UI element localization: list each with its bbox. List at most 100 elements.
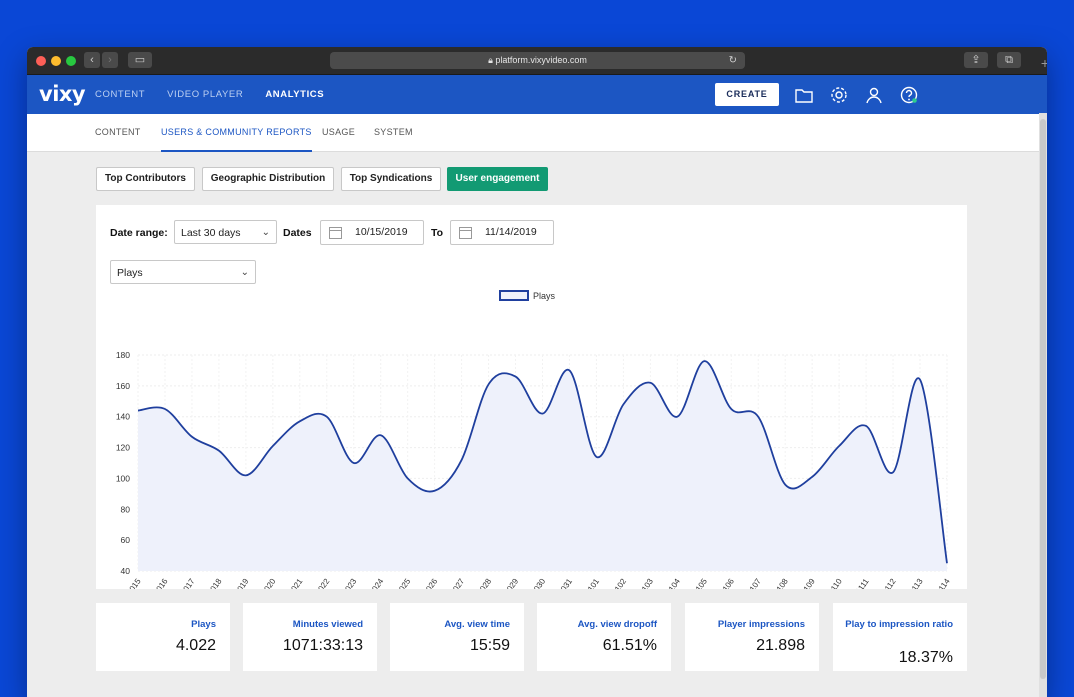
y-tick-label: 120 [116, 443, 130, 453]
sub-nav: CONTENT USERS & COMMUNITY REPORTS USAGE … [27, 114, 1047, 152]
x-tick-label: 20191114 [925, 577, 952, 589]
x-tick-label: 20191109 [789, 577, 817, 589]
vixy-logo[interactable]: vixy [39, 82, 86, 106]
y-tick-label: 80 [121, 504, 131, 514]
url-text: platform.vixyvideo.com [495, 55, 587, 65]
gear-icon[interactable] [829, 85, 849, 105]
forward-button[interactable]: › [102, 52, 118, 68]
x-tick-label: 20191104 [655, 577, 683, 589]
folder-icon[interactable] [794, 85, 814, 105]
stat-card-avg-view-time: Avg. view time 15:59 [390, 603, 524, 671]
x-tick-label: 20191016 [142, 577, 170, 589]
x-tick-label: 20191026 [411, 577, 439, 589]
nav-video-player[interactable]: VIDEO PLAYER [167, 89, 244, 100]
date-range-value: Last 30 days [181, 227, 241, 239]
legend-label: Plays [533, 291, 556, 301]
stat-label: Avg. view dropoff [577, 619, 657, 630]
maximize-window-button[interactable] [66, 56, 76, 66]
scrollbar-thumb[interactable] [1040, 119, 1046, 679]
chart-card: Date range: Last 30 days ⌄ Dates 10/15/2… [96, 205, 967, 589]
nav-content[interactable]: CONTENT [95, 89, 146, 100]
from-date-field[interactable]: 10/15/2019 [320, 220, 424, 245]
calendar-icon [329, 227, 342, 239]
y-tick-label: 180 [116, 350, 130, 360]
x-tick-label: 20191111 [844, 577, 871, 589]
x-tick-label: 20191110 [817, 577, 844, 589]
subnav-users-community-reports[interactable]: USERS & COMMUNITY REPORTS [161, 114, 312, 152]
y-tick-label: 60 [121, 535, 131, 545]
y-tick-label: 100 [116, 473, 130, 483]
x-tick-label: 20191019 [223, 577, 251, 589]
x-tick-label: 20191107 [735, 577, 763, 589]
x-tick-label: 20191106 [708, 577, 736, 589]
x-tick-label: 20191103 [628, 577, 656, 589]
browser-window: ‹ › ▭ 🔒︎ platform.vixyvideo.com ↻ ⇪ ⧉ + … [27, 47, 1047, 697]
tab-top-contributors[interactable]: Top Contributors [96, 167, 195, 191]
help-icon[interactable] [899, 85, 919, 105]
chevron-down-icon: ⌄ [261, 227, 270, 238]
x-tick-label: 20191101 [574, 577, 602, 589]
reload-icon[interactable]: ↻ [728, 55, 737, 66]
stat-value: 4.022 [175, 637, 216, 654]
to-date-field[interactable]: 11/14/2019 [450, 220, 554, 245]
tab-geographic-distribution[interactable]: Geographic Distribution [202, 167, 334, 191]
x-tick-label: 20191112 [871, 577, 898, 589]
tabs-icon[interactable]: ⧉ [997, 52, 1021, 68]
subnav-system[interactable]: SYSTEM [374, 127, 413, 137]
y-tick-label: 160 [116, 381, 130, 391]
from-date-value: 10/15/2019 [355, 226, 408, 238]
date-range-select[interactable]: Last 30 days ⌄ [174, 220, 277, 244]
x-tick-label: 20191113 [898, 577, 925, 589]
calendar-icon [459, 227, 472, 239]
x-tick-label: 20191021 [277, 577, 305, 589]
x-tick-label: 20191030 [519, 577, 547, 589]
stat-label: Minutes viewed [292, 619, 363, 630]
stat-value: 61.51% [602, 637, 657, 654]
x-tick-label: 20191028 [465, 577, 493, 589]
stat-label: Play to impression ratio [845, 619, 953, 630]
back-button[interactable]: ‹ [84, 52, 100, 68]
x-tick-label: 20191018 [196, 577, 224, 589]
nav-analytics[interactable]: ANALYTICS [265, 89, 325, 100]
date-range-label: Date range: [110, 227, 168, 239]
x-tick-label: 20191020 [250, 577, 278, 589]
to-date-value: 11/14/2019 [485, 226, 537, 238]
x-tick-label: 20191108 [762, 577, 790, 589]
stat-label: Plays [191, 619, 216, 630]
x-tick-label: 20191029 [492, 577, 520, 589]
main-nav: CONTENT VIDEO PLAYER ANALYTICS [95, 75, 346, 114]
stat-value: 1071:33:13 [282, 637, 363, 654]
x-tick-label: 20191031 [546, 577, 574, 589]
subnav-usage[interactable]: USAGE [322, 127, 356, 137]
stat-card-minutes-viewed: Minutes viewed 1071:33:13 [243, 603, 377, 671]
sidebar-toggle-icon[interactable]: ▭ [128, 52, 152, 68]
new-tab-icon[interactable]: + [1040, 55, 1047, 71]
stat-card-plays: Plays 4.022 [96, 603, 230, 671]
subnav-content[interactable]: CONTENT [95, 127, 141, 137]
user-icon[interactable] [864, 85, 884, 105]
close-window-button[interactable] [36, 56, 46, 66]
plays-line-chart: 4060801001201401601802019101520191016201… [115, 290, 952, 589]
stat-value: 15:59 [469, 637, 510, 654]
chevron-down-icon: ⌄ [240, 267, 249, 278]
y-tick-label: 40 [121, 566, 131, 576]
x-tick-label: 20191024 [358, 577, 386, 589]
share-icon[interactable]: ⇪ [964, 52, 988, 68]
x-tick-label: 20191015 [115, 577, 143, 589]
address-bar[interactable]: 🔒︎ platform.vixyvideo.com ↻ [330, 52, 745, 69]
tab-user-engagement[interactable]: User engagement [447, 167, 548, 191]
app-header: vixy CONTENT VIDEO PLAYER ANALYTICS CREA… [27, 75, 1047, 114]
tab-top-syndications[interactable]: Top Syndications [341, 167, 441, 191]
page-scrollbar[interactable] [1039, 113, 1047, 697]
stat-value: 21.898 [756, 637, 805, 654]
to-label: To [431, 227, 444, 239]
plays-area-fill [138, 361, 947, 571]
create-button[interactable]: CREATE [715, 83, 779, 106]
stat-card-avg-view-dropoff: Avg. view dropoff 61.51% [537, 603, 671, 671]
dates-label: Dates [283, 227, 312, 239]
x-tick-label: 20191022 [304, 577, 332, 589]
x-tick-label: 20191027 [438, 577, 466, 589]
minimize-window-button[interactable] [51, 56, 61, 66]
metric-select[interactable]: Plays ⌄ [110, 260, 256, 284]
x-tick-label: 20191105 [681, 577, 709, 589]
